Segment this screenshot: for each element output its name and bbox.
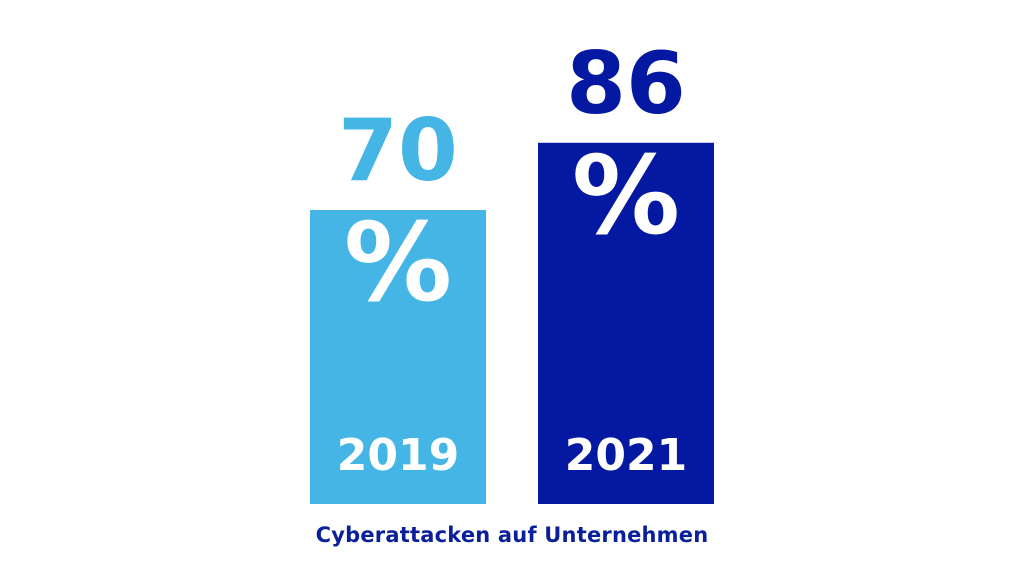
chart-caption: Cyberattacken auf Unternehmen [315,523,709,547]
percent-label-2021: % [572,134,680,259]
category-label-2021: 2021 [565,430,687,481]
bar-2021 [538,142,714,505]
category-label-2019: 2019 [337,430,459,481]
value-label-2021: 86 [566,34,686,134]
bar-2019 [310,210,486,504]
percent-label-2019: % [344,201,452,326]
value-label-2019: 70 [338,101,458,201]
